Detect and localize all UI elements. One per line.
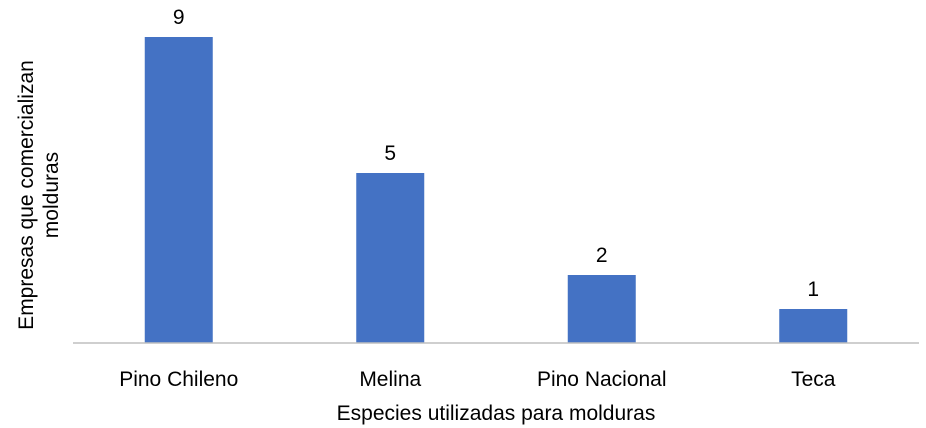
data-label: 1 — [807, 278, 819, 301]
x-axis-title: Especies utilizadas para molduras — [337, 402, 656, 425]
y-axis-title: Empresas que comercializan molduras — [15, 60, 63, 330]
x-tick-label: Melina — [359, 368, 421, 391]
labels-layer: 9 Pino Chileno 5 Melina 2 Pino Nacional 1 Teca — [119, 6, 836, 391]
bar-pino-chileno — [144, 37, 213, 343]
bar-teca — [779, 309, 848, 343]
y-axis-title-line-2: molduras — [40, 152, 63, 238]
x-tick-label: Pino Nacional — [537, 368, 667, 391]
x-tick-label: Pino Chileno — [119, 368, 238, 391]
bar-pino-nacional — [567, 275, 636, 343]
data-label: 9 — [173, 6, 185, 29]
data-label: 5 — [384, 142, 396, 165]
bar-melina — [356, 173, 425, 343]
y-axis-title-line-1: Empresas que comercializan — [15, 60, 38, 330]
bars-layer — [144, 37, 848, 343]
x-tick-label: Teca — [791, 368, 836, 391]
data-label: 2 — [596, 244, 608, 267]
